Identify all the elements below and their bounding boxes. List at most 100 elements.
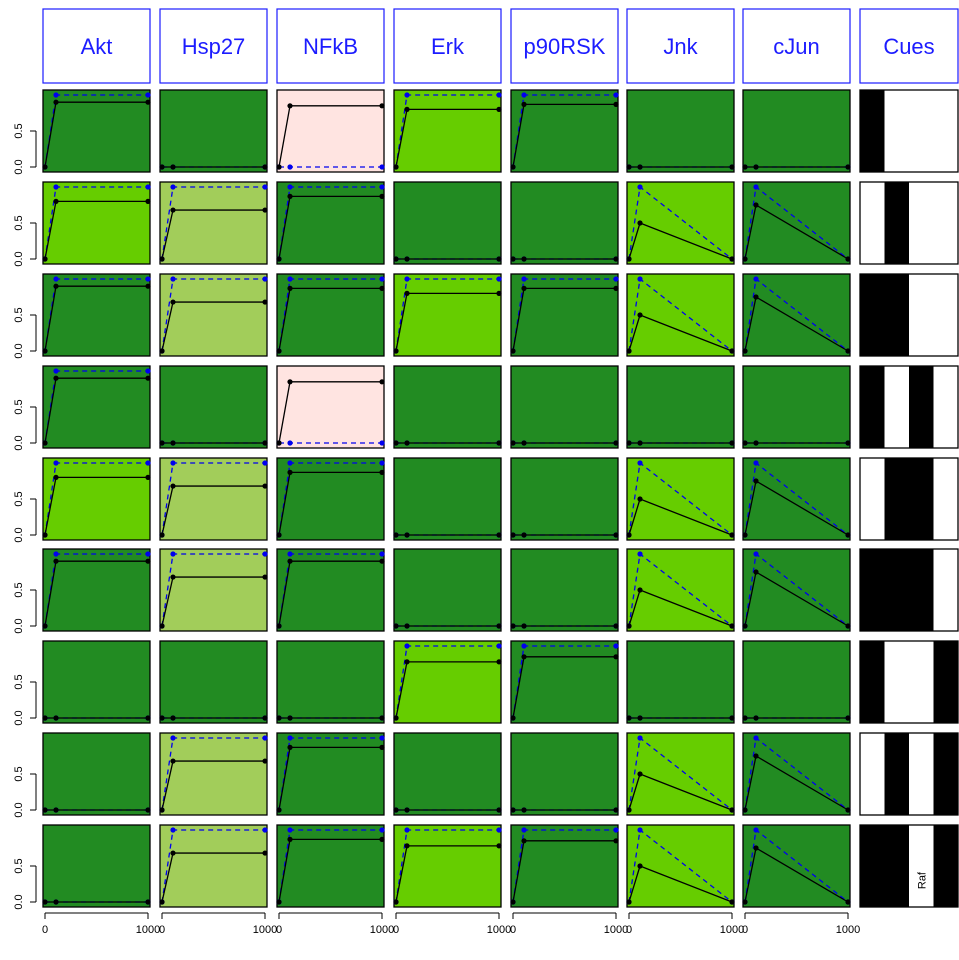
panel [159, 548, 268, 632]
simulated-point [845, 256, 851, 262]
simulated-point [42, 623, 48, 629]
simulated-point [42, 807, 48, 813]
simulated-point [262, 299, 268, 305]
simulated-point [742, 256, 748, 262]
x-tick-label: 0 [159, 924, 165, 936]
simulated-point [276, 256, 282, 262]
panel [510, 273, 619, 357]
simulated-point [626, 256, 632, 262]
simulated-point [496, 440, 502, 446]
simulated-point [170, 440, 176, 446]
y-tick-label: 0.0 [13, 435, 25, 450]
panel [393, 457, 502, 541]
simulated-point [145, 715, 151, 721]
panel-background [393, 457, 502, 541]
panel-background [42, 457, 151, 541]
simulated-point [393, 899, 399, 905]
simulated-point [845, 623, 851, 629]
panel [42, 640, 151, 724]
panel-background [626, 89, 735, 173]
column-header-label: NFkB [303, 34, 358, 59]
panel [626, 181, 735, 265]
simulated-point [53, 558, 59, 564]
simulated-point [170, 164, 176, 170]
data-point [170, 827, 176, 833]
data-point [753, 460, 759, 466]
simulated-point [170, 758, 176, 764]
simulated-point [159, 348, 165, 354]
simulated-point [637, 312, 643, 318]
simulated-point [276, 807, 282, 813]
simulated-point [510, 623, 516, 629]
simulated-point [276, 899, 282, 905]
simulated-point [753, 202, 759, 208]
simulated-point [521, 807, 527, 813]
panel-background [276, 824, 385, 908]
column-header-label: p90RSK [524, 34, 606, 59]
y-tick-label: 0.5 [13, 123, 25, 138]
simulated-point [145, 558, 151, 564]
data-point [613, 92, 619, 98]
simulated-point [613, 256, 619, 262]
panel-background [159, 457, 268, 541]
data-point [613, 643, 619, 649]
y-axes: 0.0 0.5 0.0 0.5 0.0 0.5 0.0 0.5 0.0 0.5 0.0 0.5 0.0 0… [13, 123, 37, 910]
panel [742, 273, 851, 357]
panel-background [510, 548, 619, 632]
data-point [521, 276, 527, 282]
simulated-point [613, 654, 619, 660]
simulated-point [393, 256, 399, 262]
simulated-point [145, 198, 151, 204]
column-header-box [626, 8, 735, 84]
panel [42, 273, 151, 357]
simulated-point [42, 348, 48, 354]
simulated-point [393, 440, 399, 446]
x-tick-label: 0 [742, 924, 748, 936]
panel [276, 89, 385, 173]
simulated-point [404, 256, 410, 262]
panel [159, 181, 268, 265]
simulated-point [613, 807, 619, 813]
simulated-point [287, 103, 293, 109]
cues-panel [859, 640, 959, 724]
y-tick-label: 0.0 [13, 710, 25, 725]
panel-background [626, 181, 735, 265]
cue-on-block [884, 274, 909, 356]
data-point [404, 92, 410, 98]
data-point [613, 827, 619, 833]
panel [393, 640, 502, 724]
column-header-label: Erk [431, 34, 465, 59]
simulated-point [276, 440, 282, 446]
y-tick-label: 0.5 [13, 491, 25, 506]
simulated-point [170, 715, 176, 721]
panel-background [510, 89, 619, 173]
cue-name-label: Raf [916, 871, 928, 889]
panel-background [742, 824, 851, 908]
data-point [379, 276, 385, 282]
panel [159, 732, 268, 816]
cue-on-block [909, 458, 934, 540]
panel-background [510, 824, 619, 908]
panel [742, 181, 851, 265]
panel-background [626, 457, 735, 541]
data-point [145, 276, 151, 282]
panel [276, 365, 385, 449]
simulated-point [404, 843, 410, 849]
panel [393, 273, 502, 357]
data-point [287, 276, 293, 282]
data-point [496, 276, 502, 282]
simulated-point [262, 574, 268, 580]
panel-background [42, 640, 151, 724]
cue-on-block [860, 549, 885, 631]
panel-background [159, 365, 268, 449]
simulated-point [379, 103, 385, 109]
simulated-point [379, 558, 385, 564]
simulated-point [521, 101, 527, 107]
simulated-point [287, 744, 293, 750]
simulated-point [262, 758, 268, 764]
simulated-point [521, 654, 527, 660]
simulated-point [845, 715, 851, 721]
simulated-point [170, 574, 176, 580]
simulated-point [729, 715, 735, 721]
